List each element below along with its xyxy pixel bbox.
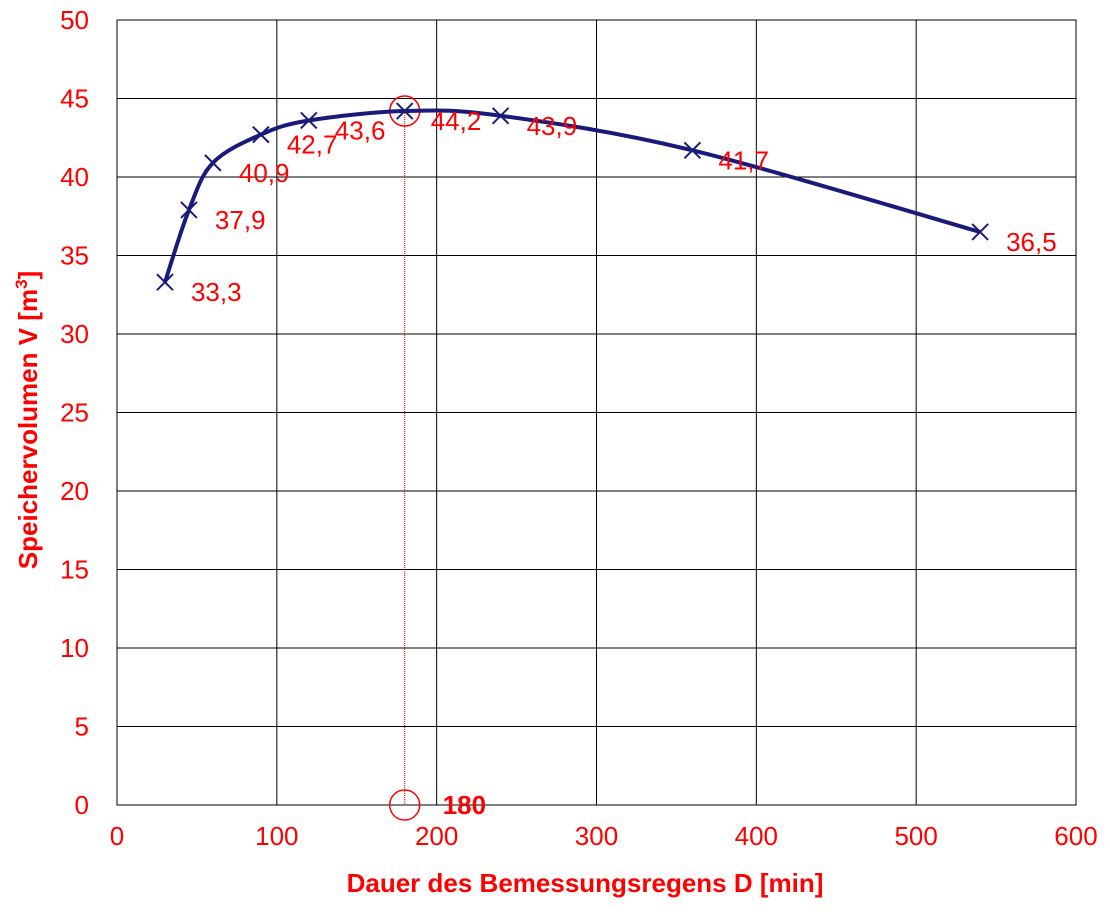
x-tick-label: 200 <box>415 821 458 851</box>
data-point-x-stroke <box>395 102 414 120</box>
data-point <box>491 107 510 125</box>
data-point-x-stroke <box>252 125 270 144</box>
highlight-x-label: 180 <box>443 790 486 820</box>
data-point-x-stroke <box>683 141 702 160</box>
data-labels: 33,3 37,9 40,942,743,6 44,2 43,9 41,7 36,5 <box>191 106 1057 307</box>
data-label: 42,7 <box>287 130 338 160</box>
data-point <box>683 141 702 160</box>
data-point <box>180 201 198 219</box>
data-point-x-stroke <box>204 154 222 172</box>
y-axis-title: Speichervolumen V [m3] <box>12 271 43 569</box>
x-axis-title: Dauer des Bemessungsregens D [min] <box>347 868 824 898</box>
x-tick-label: 0 <box>110 821 124 851</box>
y-axis-ticks: 0 5 10 15 20 25 30 35 40 45 50 <box>60 5 89 820</box>
y-tick-label: 50 <box>60 5 89 35</box>
plot-border <box>116 19 1077 806</box>
data-point <box>395 102 414 120</box>
y-tick-label: 35 <box>60 241 89 271</box>
y-tick-label: 5 <box>75 712 89 742</box>
y-tick-label: 15 <box>60 555 89 585</box>
data-label: 43,9 <box>527 111 578 141</box>
highlight-marker: 180 <box>388 95 486 821</box>
x-tick-label: 500 <box>894 821 937 851</box>
x-tick-label: 100 <box>255 821 298 851</box>
x-axis-ticks: 0 100 200 300 400 500 600 <box>110 821 1098 851</box>
x-tick-label: 400 <box>735 821 778 851</box>
data-point <box>204 154 222 172</box>
y-tick-label: 45 <box>60 84 89 114</box>
data-point-x-stroke <box>180 201 198 219</box>
y-axis-title-main: Speichervolumen V [m <box>13 289 43 569</box>
data-label: 37,9 <box>215 205 266 235</box>
data-label: 41,7 <box>718 145 769 175</box>
data-point <box>252 125 270 144</box>
data-label: 44,2 <box>431 106 482 136</box>
x-tick-label: 600 <box>1054 821 1097 851</box>
grid <box>116 19 1077 806</box>
data-label: 33,3 <box>191 277 242 307</box>
x-tick-label: 300 <box>575 821 618 851</box>
y-tick-label: 30 <box>60 319 89 349</box>
y-tick-label: 20 <box>60 476 89 506</box>
data-point-x-stroke <box>156 273 174 291</box>
data-label: 40,9 <box>239 158 290 188</box>
data-point-x-stroke <box>971 223 989 241</box>
y-axis-title-sup: 3 <box>12 279 31 288</box>
series <box>156 102 989 291</box>
data-point <box>156 273 174 291</box>
series-line <box>163 108 981 283</box>
data-label: 43,6 <box>335 115 386 145</box>
data-point-x-stroke <box>300 111 318 130</box>
data-point-x-stroke <box>491 107 510 125</box>
y-tick-label: 10 <box>60 633 89 663</box>
y-tick-label: 0 <box>75 790 89 820</box>
data-point <box>971 223 989 241</box>
y-axis-title-end: ] <box>13 271 43 280</box>
plot-frame <box>116 19 1077 806</box>
data-label: 36,5 <box>1006 227 1057 257</box>
y-tick-label: 40 <box>60 162 89 192</box>
highlight-axis-circle <box>388 789 421 821</box>
y-tick-label: 25 <box>60 398 89 428</box>
data-point <box>300 111 318 130</box>
